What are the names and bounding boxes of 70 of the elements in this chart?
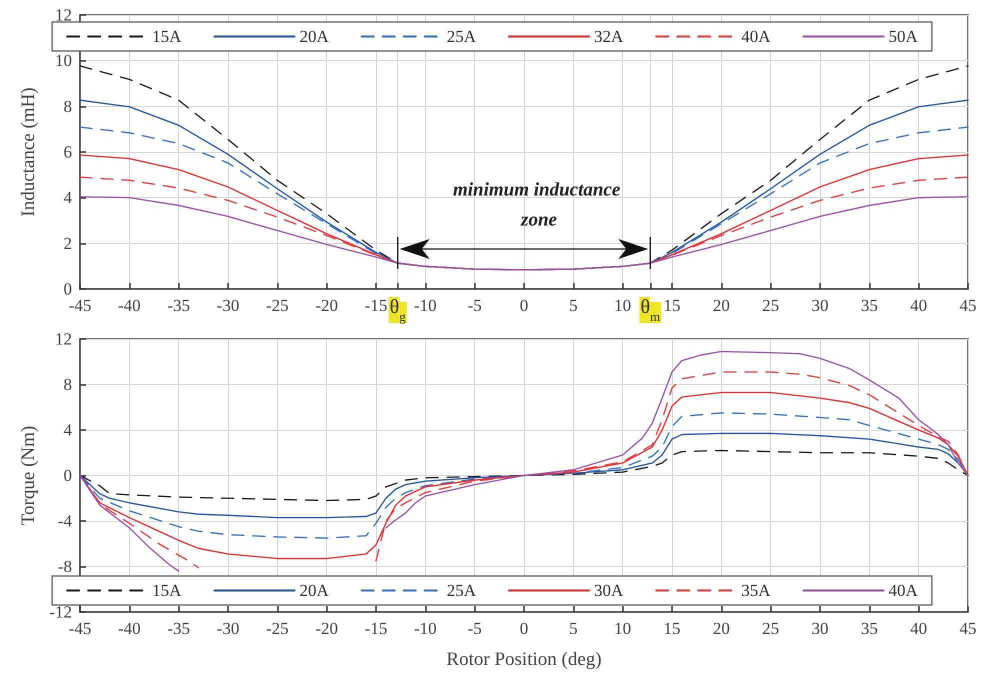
x-tick-label: -20 <box>315 296 338 315</box>
y-tick-label: 0 <box>64 466 72 485</box>
x-tick-label: -25 <box>266 296 289 315</box>
x-tick-label: -35 <box>167 296 190 315</box>
y-tick-label: 10 <box>55 51 72 70</box>
x-tick-label: -40 <box>118 619 141 638</box>
x-tick-label: -45 <box>68 296 92 315</box>
y-tick-label: 2 <box>64 234 72 253</box>
x-tick-label: -15 <box>364 296 388 315</box>
x-tick-label: -35 <box>167 619 190 638</box>
line-series <box>79 196 969 270</box>
x-tick-label: -40 <box>118 296 141 315</box>
legend-label: 20A <box>299 27 330 46</box>
x-tick-label: 30 <box>812 296 828 315</box>
x-tick-label: -5 <box>468 296 482 315</box>
legend-label: 40A <box>888 581 919 600</box>
legend-label: 20A <box>299 581 330 600</box>
x-tick-label: 5 <box>569 296 578 315</box>
y-tick-label: 4 <box>64 420 72 440</box>
x-tick-label: 40 <box>910 296 928 315</box>
y-tick-label: 12 <box>55 330 72 348</box>
x-tick-label: 25 <box>762 296 780 315</box>
x-tick-label: 40 <box>910 619 928 638</box>
annotation: minimum inductance zone <box>452 180 626 230</box>
x-tick-label: -5 <box>468 619 482 638</box>
x-tick-label: -10 <box>414 296 437 315</box>
x-tick-label: 35 <box>860 619 878 638</box>
y-axis-title: Torque (Nm) <box>18 426 39 526</box>
x-tick-label: 5 <box>569 619 578 638</box>
y-tick-label: 8 <box>64 375 72 394</box>
legend-label: 50A <box>888 27 919 46</box>
y-tick-label: -8 <box>58 557 72 576</box>
y-tick-label: -4 <box>58 512 72 530</box>
x-tick-label: -30 <box>216 296 240 315</box>
y-tick-label: 12 <box>55 6 72 24</box>
x-tick-label: -10 <box>414 619 437 638</box>
x-tick-label: 10 <box>614 296 632 315</box>
y-tick-label: 8 <box>64 96 72 116</box>
x-tick-label: -30 <box>216 619 240 638</box>
line-series <box>79 450 969 502</box>
x-tick-label: 25 <box>762 619 780 638</box>
y-tick-label: 4 <box>64 188 72 208</box>
x-tick-label: -25 <box>266 619 289 638</box>
x-tick-label: 20 <box>712 296 730 315</box>
x-tick-label: -20 <box>315 619 338 638</box>
legend-label: 25A <box>446 581 477 600</box>
x-tick-label: 15 <box>664 619 680 638</box>
x-tick-label: 30 <box>812 619 828 638</box>
x-axis-title: Rotor Position (deg) <box>446 649 602 670</box>
y-tick-label: 0 <box>64 280 72 298</box>
legend-label: 40A <box>741 27 772 46</box>
x-tick-label: 20 <box>712 619 730 638</box>
y-tick-label: -12 <box>49 602 72 622</box>
legend-label: 30A <box>594 581 624 600</box>
x-tick-label: 35 <box>860 296 878 315</box>
legend-label: 35A <box>741 581 772 600</box>
y-axis-title: Inductance (mH) <box>18 87 39 217</box>
legend-label: 32A <box>594 27 624 46</box>
x-tick-label: 0 <box>520 296 528 315</box>
y-tick-label: 6 <box>64 142 72 162</box>
legend-label: 15A <box>152 581 182 600</box>
x-tick-label: 0 <box>520 619 528 638</box>
x-tick-label: 10 <box>614 619 632 638</box>
x-tick-label: 45 <box>960 619 976 638</box>
x-tick-label: -15 <box>364 619 388 638</box>
x-tick-label: -45 <box>68 619 92 638</box>
x-tick-label: 45 <box>960 296 976 315</box>
legend-label: 15A <box>152 27 182 46</box>
legend-label: 25A <box>446 27 477 46</box>
x-tick-label: 15 <box>664 296 680 315</box>
